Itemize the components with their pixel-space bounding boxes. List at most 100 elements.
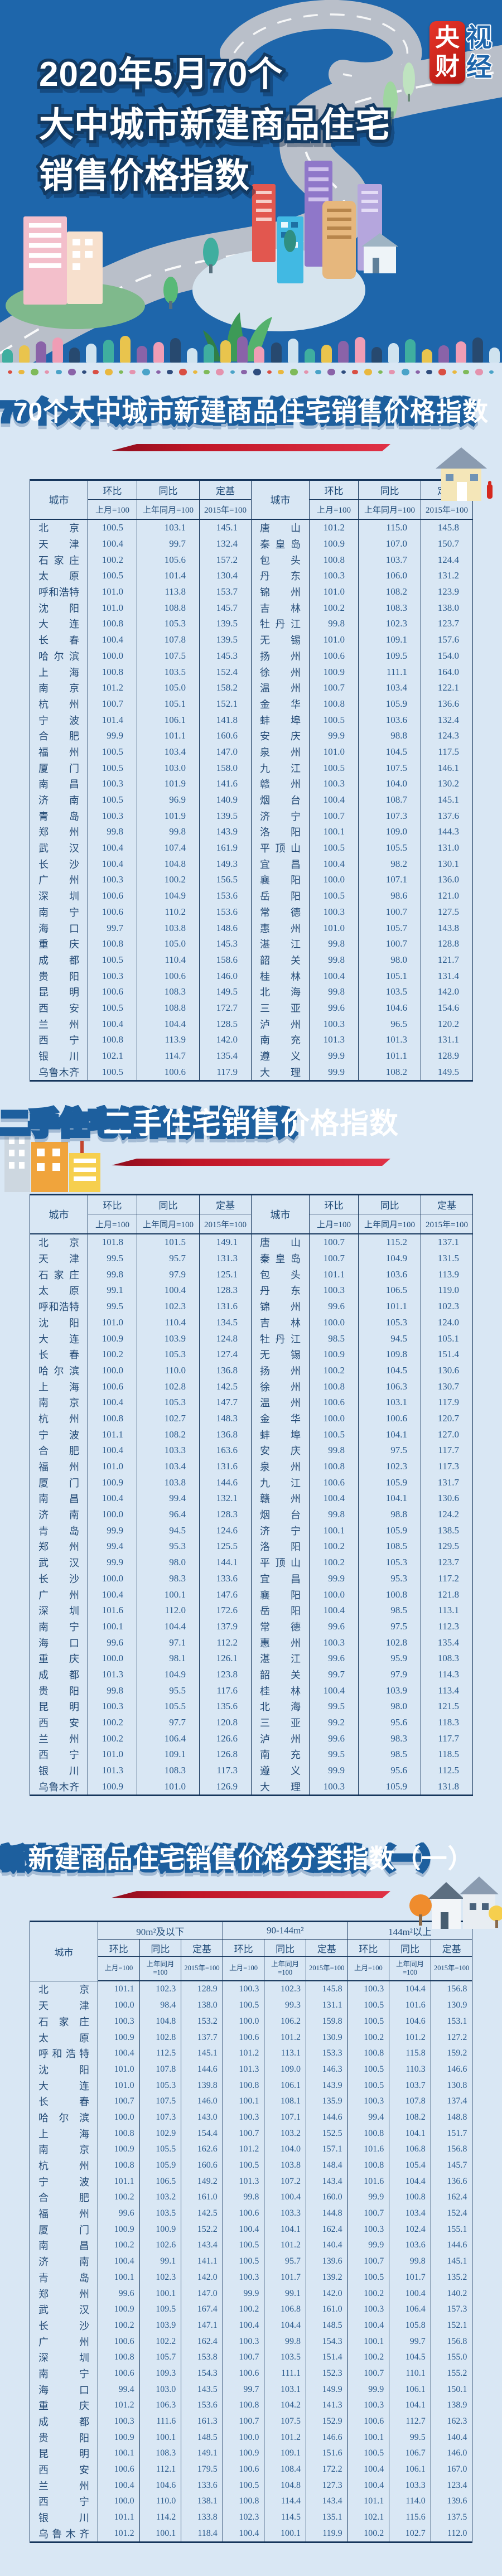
value-cell: 135.4 — [199, 1048, 252, 1064]
tree-icon — [19, 345, 30, 363]
value-cell: 102.3 — [222, 2509, 265, 2526]
value-cell: 100.4 — [88, 856, 137, 872]
city-cell: 贵阳 — [30, 968, 88, 984]
value-cell: 127.4 — [199, 1346, 252, 1363]
value-cell: 105.1 — [358, 968, 421, 984]
value-cell: 127.0 — [421, 1426, 473, 1443]
value-cell: 161.3 — [181, 2413, 223, 2430]
value-cell: 133.8 — [181, 2509, 223, 2526]
table-row: 银川 102.1 114.7 135.4 遵义 99.9 101.1 128.9 — [30, 1048, 473, 1064]
table-row: 南宁 100.1 104.4 137.9 常德 99.6 97.5 112.3 — [30, 1618, 473, 1635]
dot-icon — [240, 369, 247, 375]
value-cell: 102.3 — [358, 1458, 421, 1475]
value-cell: 148.3 — [199, 1410, 252, 1427]
city-cell: 西安 — [30, 1000, 88, 1016]
value-cell: 95.6 — [358, 1762, 421, 1779]
section-title: 新建商品住宅销售价格分类指数（一） 新建商品住宅销售价格分类指数（一） — [0, 1841, 502, 1876]
value-cell: 141.8 — [199, 712, 252, 728]
value-cell: 100.3 — [98, 2413, 140, 2430]
column-subheader: 2015年=100 — [430, 1956, 473, 1982]
value-cell: 100.2 — [88, 1346, 137, 1363]
city-cell: 宁波 — [30, 712, 88, 728]
value-cell: 154.3 — [181, 2365, 223, 2382]
value-cell: 100.5 — [347, 2013, 390, 2030]
value-cell: 100.8 — [309, 552, 359, 568]
city-cell: 包头 — [251, 552, 310, 568]
column-header-yoy: 同比 — [137, 480, 200, 500]
value-cell: 155.1 — [430, 2221, 473, 2238]
value-cell: 162.6 — [181, 2141, 223, 2158]
value-cell: 100.7 — [88, 696, 137, 712]
value-cell: 123.7 — [421, 1554, 473, 1571]
value-cell: 149.3 — [199, 856, 252, 872]
value-cell: 99.4 — [137, 1490, 200, 1507]
value-cell: 101.1 — [358, 1298, 421, 1315]
city-cell: 南京 — [30, 679, 88, 696]
value-cell: 113.1 — [264, 2045, 306, 2062]
value-cell: 110.0 — [137, 1362, 200, 1379]
value-cell: 101.1 — [98, 2509, 140, 2526]
city-cell: 惠州 — [251, 1634, 310, 1651]
table-row: 杭州 100.7 105.1 152.1 金华 100.8 105.9 136.6 — [30, 696, 473, 712]
dot-icon — [142, 369, 150, 375]
value-cell: 100.4 — [88, 1443, 137, 1459]
value-cell: 105.7 — [139, 2349, 182, 2366]
city-cell: 丹东 — [251, 1282, 310, 1299]
city-cell: 遵义 — [251, 1048, 310, 1064]
value-cell: 128.8 — [421, 935, 473, 952]
dot-icon — [129, 369, 136, 375]
new-home-price-table: 城市 环比 同比 定基 城市 环比 同比 定基 上月=100 上年同月=100 … — [30, 479, 473, 1082]
value-cell: 100.5 — [309, 1426, 359, 1443]
column-subheader: 上年同月=100 — [137, 1214, 200, 1235]
value-cell: 118.3 — [421, 1714, 473, 1731]
value-cell: 136.8 — [199, 1362, 252, 1379]
value-cell: 100.9 — [98, 2141, 140, 2158]
value-cell: 100.3 — [88, 872, 137, 888]
value-cell: 99.8 — [389, 2253, 431, 2270]
value-cell: 138.0 — [421, 600, 473, 616]
value-cell: 131.4 — [421, 968, 473, 984]
column-subheader: 上月=100 — [88, 499, 137, 520]
city-cell: 平顶山 — [251, 840, 310, 856]
table-row: 成都 100.5 110.4 158.6 韶关 99.8 98.0 121.7 — [30, 952, 473, 968]
value-cell: 100.4 — [88, 536, 137, 552]
table-body: 北京 101.1 102.3 128.9 100.3 102.3 145.8 100.3 104… — [30, 1981, 473, 2543]
value-cell: 100.5 — [88, 519, 137, 536]
column-header-city: 城市 — [30, 480, 88, 520]
value-cell: 111.1 — [358, 664, 421, 680]
column-header-base: 定基 — [181, 1939, 223, 1957]
value-cell: 100.3 — [88, 776, 137, 792]
dot-icon — [351, 369, 358, 375]
value-cell: 153.2 — [181, 2013, 223, 2030]
value-cell: 102.3 — [137, 1298, 200, 1315]
value-cell: 151.4 — [305, 2349, 348, 2366]
value-cell: 102.1 — [88, 1048, 137, 1064]
table-row: 南京 101.2 105.0 158.2 温州 100.7 103.4 122.1 — [30, 679, 473, 696]
value-cell: 100.2 — [347, 2285, 390, 2302]
value-cell: 101.1 — [88, 1426, 137, 1443]
value-cell: 101.9 — [137, 808, 200, 824]
value-cell: 124.8 — [199, 1330, 252, 1347]
dot-icon — [230, 370, 235, 374]
value-cell: 102.8 — [139, 2029, 182, 2046]
city-cell: 温州 — [251, 679, 310, 696]
table-row: 杭州 100.8 102.7 148.3 金华 100.0 100.6 120.7 — [30, 1410, 473, 1427]
value-cell: 100.5 — [222, 1997, 265, 2014]
header-title: 2020年5月70个 2020年5月70个 大中城市新建商品住宅 大中城市新建商品住… — [36, 49, 393, 201]
value-cell: 100.5 — [222, 2157, 265, 2174]
value-cell: 143.8 — [421, 920, 473, 936]
value-cell: 99.6 — [98, 2285, 140, 2302]
value-cell: 100.4 — [309, 792, 359, 808]
cctv-finance-logo: 央 财 视 经 — [429, 21, 492, 84]
table-row: 天津 99.5 95.7 131.3 秦皇岛 100.7 104.9 131.5 — [30, 1250, 473, 1267]
value-cell: 119.0 — [421, 1282, 473, 1299]
value-cell: 160.0 — [305, 2189, 348, 2206]
value-cell: 123.8 — [199, 1666, 252, 1683]
value-cell: 101.2 — [88, 679, 137, 696]
value-cell: 104.9 — [137, 1666, 200, 1683]
value-cell: 135.1 — [305, 2509, 348, 2526]
logo-red-square: 央 财 — [429, 21, 465, 84]
value-cell: 112.5 — [421, 1762, 473, 1779]
value-cell: 100.4 — [88, 1586, 137, 1603]
value-cell: 100.8 — [88, 664, 137, 680]
